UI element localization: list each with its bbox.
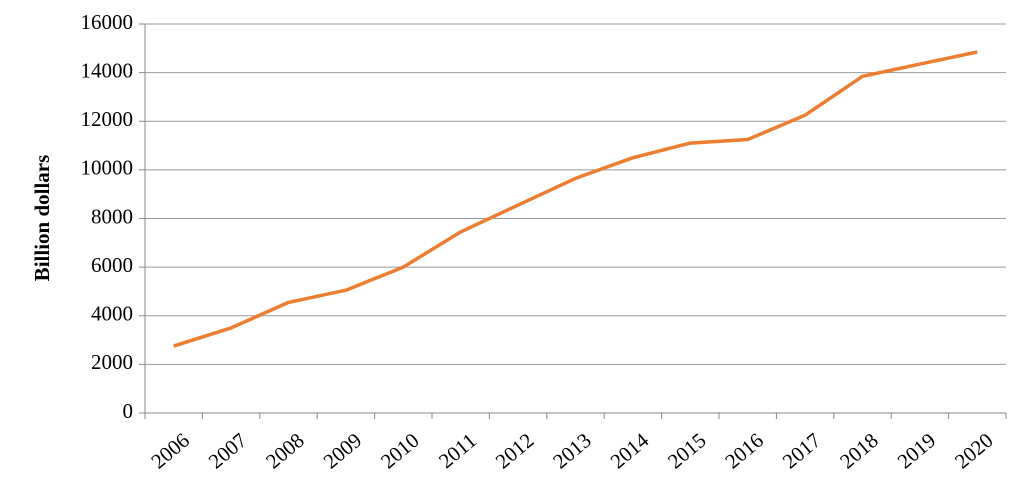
x-tick-label: 2007	[204, 428, 252, 473]
x-tick-label: 2018	[835, 428, 883, 473]
x-tick-label: 2010	[376, 428, 424, 473]
x-tick-label: 2009	[319, 428, 367, 473]
y-axis-label: Billion dollars	[30, 155, 54, 282]
x-tick-label: 2015	[663, 428, 711, 473]
x-tick-label: 2017	[778, 428, 826, 473]
x-tick-label: 2016	[720, 428, 768, 473]
y-tick-label: 14000	[81, 58, 134, 82]
y-tick-label: 8000	[91, 204, 133, 228]
y-tick-label: 12000	[81, 107, 134, 131]
x-tick-label: 2006	[146, 428, 194, 473]
x-tick-label: 2011	[434, 428, 481, 473]
x-tick-label: 2012	[491, 428, 539, 473]
x-tick-label: 2013	[548, 428, 596, 473]
data-line	[173, 50, 978, 348]
y-tick-label: 6000	[91, 253, 133, 277]
x-tick-label: 2014	[606, 428, 654, 474]
x-tick-label: 2019	[893, 428, 941, 473]
y-tick-label: 16000	[81, 10, 134, 34]
x-tick-label: 2020	[950, 428, 998, 473]
y-tick-label: 2000	[91, 350, 133, 374]
x-tick-label: 2008	[261, 428, 309, 473]
y-tick-label: 4000	[91, 302, 133, 326]
y-tick-label: 0	[123, 399, 134, 423]
y-tick-label: 10000	[81, 156, 134, 180]
